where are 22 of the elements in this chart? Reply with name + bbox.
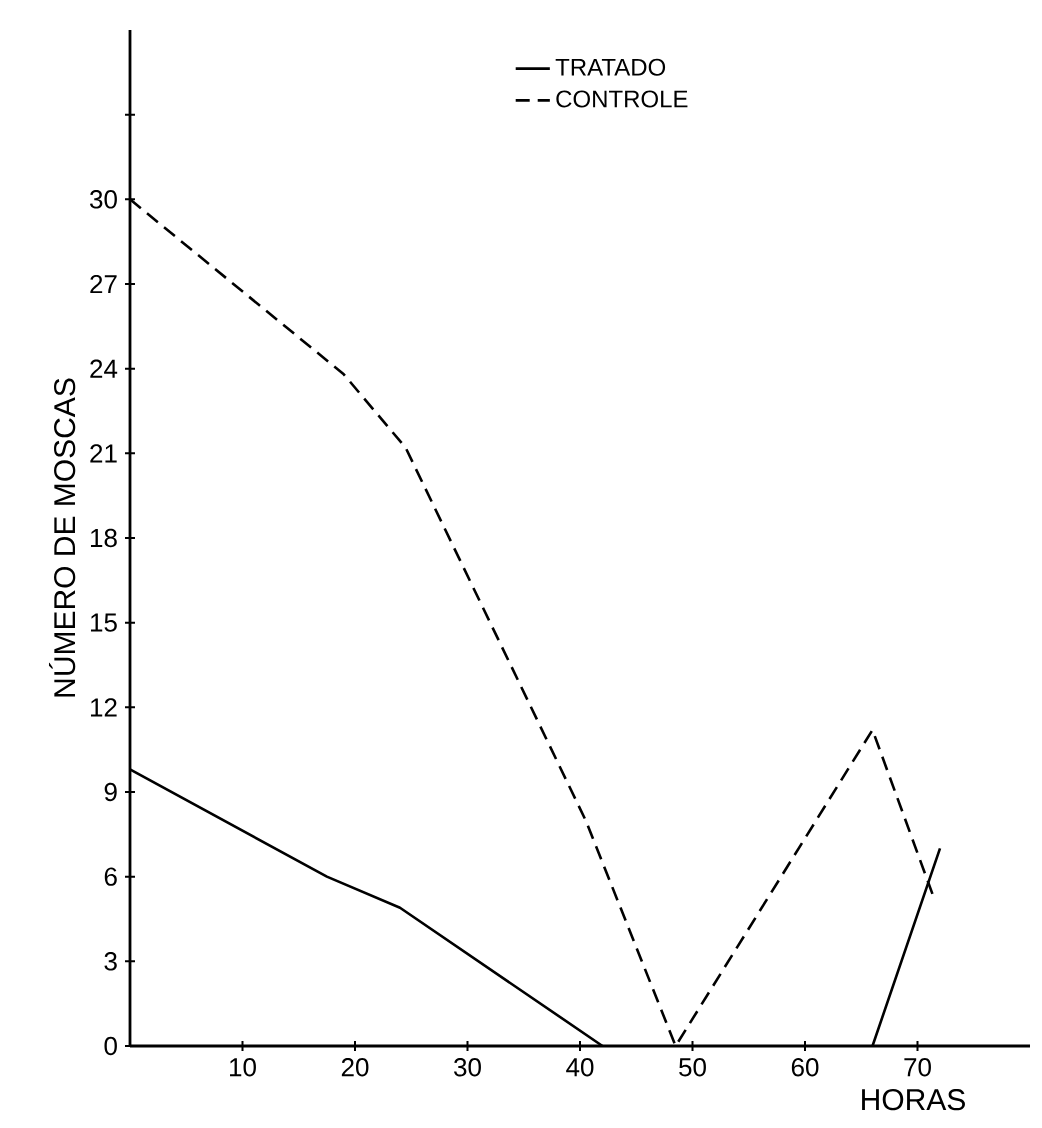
y-tick-label: 12 (90, 698, 117, 717)
legend-label: CONTROLE (556, 90, 688, 108)
x-tick-label: 50 (679, 1058, 706, 1077)
y-tick-label: 3 (104, 952, 117, 971)
y-tick-label: 30 (90, 190, 117, 209)
x-axis-title: HORAS (862, 1089, 965, 1111)
x-tick-label: 20 (341, 1058, 369, 1077)
x-tick-label: 60 (791, 1058, 819, 1077)
x-tick-label: 30 (454, 1058, 481, 1077)
x-tick-label: 10 (230, 1058, 256, 1077)
x-tick-label: 40 (566, 1058, 594, 1077)
y-tick-label: 9 (104, 782, 117, 802)
y-tick-label: 15 (90, 613, 117, 632)
y-axis-title: NÚMERO DE MOSCAS (48, 378, 76, 697)
y-tick-label: 6 (104, 867, 117, 886)
y-tick-label: 18 (90, 528, 117, 548)
y-tick-label: 0 (104, 1036, 117, 1056)
x-tick-label: 70 (904, 1058, 931, 1077)
y-tick-label: 24 (90, 359, 118, 378)
legend-label: TRATADO (555, 58, 666, 76)
y-tick-label: 27 (90, 274, 117, 294)
y-tick-label: 21 (90, 444, 117, 463)
